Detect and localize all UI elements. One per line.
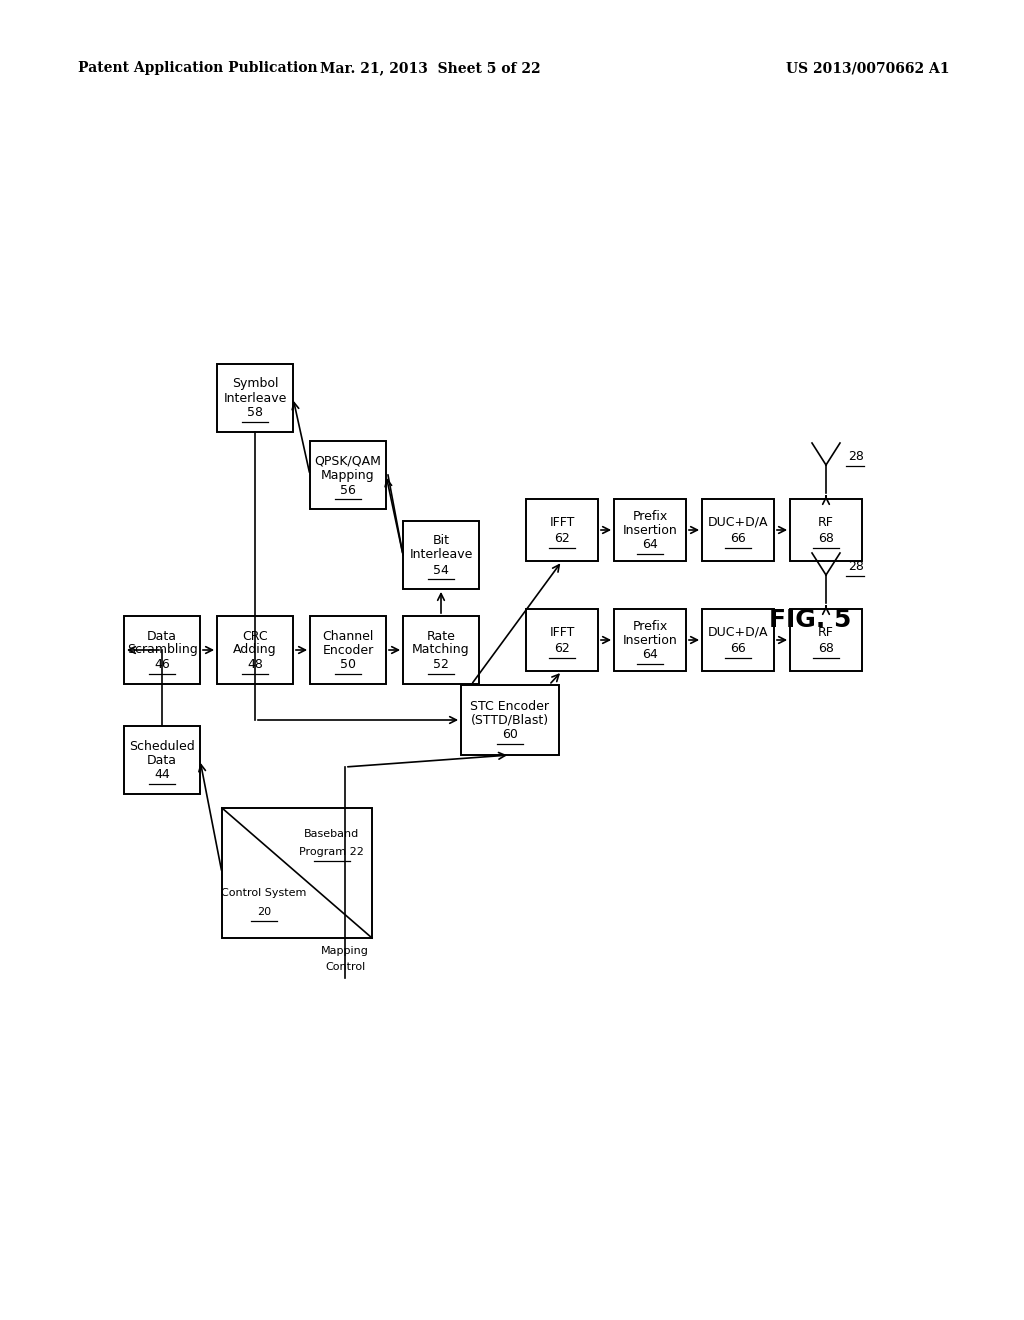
- Text: 52: 52: [433, 659, 449, 672]
- Text: Rate: Rate: [427, 630, 456, 643]
- Text: 68: 68: [818, 532, 834, 545]
- Text: 64: 64: [642, 648, 657, 661]
- Text: 50: 50: [340, 659, 356, 672]
- Text: Interleave: Interleave: [223, 392, 287, 404]
- Text: RF: RF: [818, 516, 834, 528]
- Text: Data: Data: [147, 754, 177, 767]
- Bar: [526, 609, 598, 671]
- Bar: [217, 364, 293, 432]
- Text: Control System: Control System: [221, 887, 306, 898]
- Text: 60: 60: [502, 729, 518, 742]
- Text: STC Encoder: STC Encoder: [470, 700, 550, 713]
- Bar: [702, 499, 774, 561]
- Text: Scheduled: Scheduled: [129, 739, 195, 752]
- Bar: [702, 609, 774, 671]
- Bar: [614, 609, 686, 671]
- Text: 56: 56: [340, 483, 356, 496]
- Text: US 2013/0070662 A1: US 2013/0070662 A1: [786, 61, 950, 75]
- Text: 66: 66: [730, 643, 745, 656]
- Bar: [222, 808, 372, 939]
- Bar: [403, 521, 479, 589]
- Text: 46: 46: [155, 659, 170, 672]
- Text: QPSK/QAM: QPSK/QAM: [314, 454, 381, 467]
- Text: IFFT: IFFT: [549, 516, 574, 528]
- Text: 20: 20: [257, 907, 271, 917]
- Text: Program 22: Program 22: [299, 847, 364, 857]
- Text: Mar. 21, 2013  Sheet 5 of 22: Mar. 21, 2013 Sheet 5 of 22: [319, 61, 541, 75]
- Text: 64: 64: [642, 539, 657, 552]
- Bar: [790, 499, 862, 561]
- Text: 62: 62: [554, 643, 570, 656]
- Text: 54: 54: [433, 564, 449, 577]
- Text: Mapping: Mapping: [322, 946, 369, 956]
- Text: 66: 66: [730, 532, 745, 545]
- Bar: [217, 616, 293, 684]
- Text: Mapping: Mapping: [322, 469, 375, 482]
- Bar: [310, 441, 386, 510]
- Text: Control: Control: [325, 962, 366, 972]
- Text: DUC+D/A: DUC+D/A: [708, 516, 768, 528]
- Text: 48: 48: [247, 659, 263, 672]
- Text: Encoder: Encoder: [323, 644, 374, 656]
- Text: 58: 58: [247, 407, 263, 420]
- Text: 44: 44: [155, 768, 170, 781]
- Text: Insertion: Insertion: [623, 524, 677, 536]
- Text: Prefix: Prefix: [633, 619, 668, 632]
- Text: CRC: CRC: [243, 630, 268, 643]
- Text: Baseband: Baseband: [304, 829, 359, 840]
- Text: Interleave: Interleave: [410, 549, 473, 561]
- Bar: [614, 499, 686, 561]
- Text: 62: 62: [554, 532, 570, 545]
- Text: Scrambling: Scrambling: [127, 644, 198, 656]
- Bar: [526, 499, 598, 561]
- Text: 28: 28: [848, 561, 864, 573]
- Text: 28: 28: [848, 450, 864, 463]
- Text: Insertion: Insertion: [623, 634, 677, 647]
- Text: Symbol: Symbol: [231, 378, 279, 391]
- Text: 68: 68: [818, 643, 834, 656]
- Text: Channel: Channel: [323, 630, 374, 643]
- Text: Bit: Bit: [432, 535, 450, 548]
- Text: RF: RF: [818, 626, 834, 639]
- Text: Matching: Matching: [413, 644, 470, 656]
- Bar: [310, 616, 386, 684]
- Text: Adding: Adding: [233, 644, 276, 656]
- Text: Data: Data: [147, 630, 177, 643]
- Bar: [790, 609, 862, 671]
- Text: Patent Application Publication: Patent Application Publication: [78, 61, 317, 75]
- Bar: [124, 616, 200, 684]
- Text: FIG. 5: FIG. 5: [769, 609, 851, 632]
- Bar: [124, 726, 200, 795]
- Bar: [461, 685, 559, 755]
- Text: (STTD/Blast): (STTD/Blast): [471, 714, 549, 726]
- Text: IFFT: IFFT: [549, 626, 574, 639]
- Bar: [403, 616, 479, 684]
- Text: Prefix: Prefix: [633, 510, 668, 523]
- Text: DUC+D/A: DUC+D/A: [708, 626, 768, 639]
